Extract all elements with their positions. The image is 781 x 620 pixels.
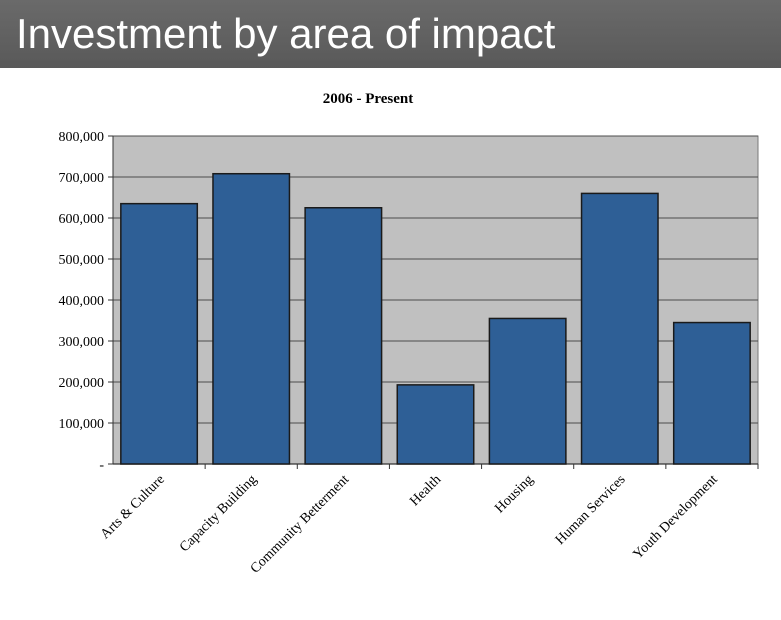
x-tick-label: Youth Development: [631, 472, 721, 562]
x-tick-label: Housing: [492, 472, 536, 516]
slide-title: Investment by area of impact: [16, 10, 556, 57]
x-tick-label: Capacity Building: [177, 472, 260, 555]
bar: [212, 172, 291, 465]
y-tick-label: -: [99, 458, 104, 473]
chart-title: 2006 - Present: [323, 91, 414, 107]
bar: [672, 321, 751, 465]
y-tick-label: 400,000: [59, 294, 105, 309]
y-tick-label: 200,000: [59, 376, 105, 391]
y-tick-label: 600,000: [59, 212, 105, 227]
y-tick-label: 100,000: [59, 417, 105, 432]
slide-header: Investment by area of impact: [0, 0, 781, 68]
bar: [580, 192, 659, 465]
bar: [120, 202, 199, 465]
x-tick-label: Health: [407, 472, 444, 509]
bar: [396, 384, 475, 465]
bar: [488, 317, 567, 465]
y-tick-label: 300,000: [59, 335, 105, 350]
bar: [304, 207, 383, 465]
y-tick-label: 500,000: [59, 253, 105, 268]
x-tick-label: Arts & Culture: [98, 472, 168, 542]
x-tick-label: Community Betterment: [248, 472, 352, 576]
bar-chart: 2006 - Present - 100,000 200,000 300,000 400…: [59, 91, 759, 577]
y-tick-label: 700,000: [59, 171, 105, 186]
y-tick-label: 800,000: [59, 130, 105, 145]
x-tick-label: Human Services: [553, 472, 629, 548]
